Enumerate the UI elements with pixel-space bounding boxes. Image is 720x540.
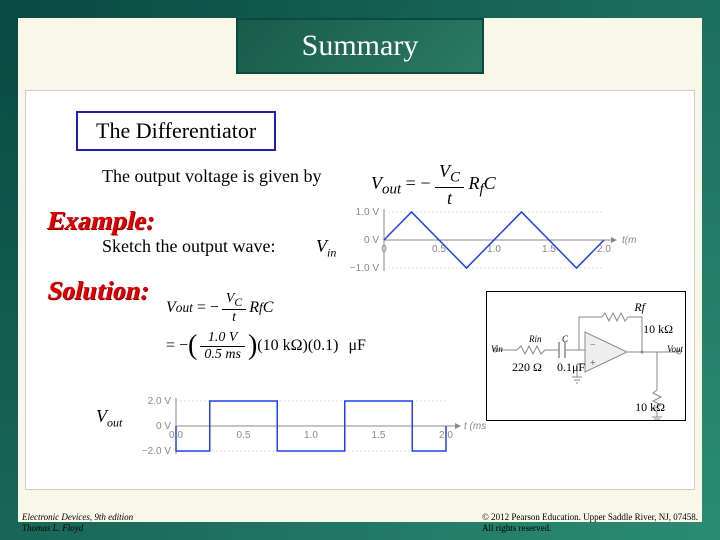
section-title: The Differentiator — [76, 111, 276, 151]
rin-label: Rin — [529, 334, 542, 344]
footer-right: © 2012 Pearson Education. Upper Saddle R… — [482, 512, 698, 534]
rload-value: 10 kΩ — [635, 400, 665, 415]
example-label: Example: — [45, 206, 158, 236]
circuit-diagram: − + Rf 10 kΩ Rin 220 Ω C 0.1μF Vin Vout 1… — [486, 291, 686, 421]
svg-text:+: + — [590, 358, 596, 369]
vout-terminal: Vout — [667, 344, 683, 354]
svg-text:1.5: 1.5 — [372, 430, 386, 441]
svg-text:0: 0 — [381, 244, 387, 255]
vin-terminal: Vin — [491, 344, 503, 354]
vin-label: Vin — [316, 236, 336, 261]
svg-text:0.5: 0.5 — [237, 430, 251, 441]
vout-chart: 2.0 V0 V−2.0 V0.00.51.01.52.0t (ms) — [136, 391, 486, 461]
content-area: The Differentiator The output voltage is… — [25, 90, 695, 490]
svg-text:2.0 V: 2.0 V — [148, 396, 172, 407]
svg-text:1.0: 1.0 — [304, 430, 318, 441]
c-label: C — [562, 334, 568, 344]
svg-text:0 V: 0 V — [364, 235, 379, 246]
formula-solution: Vout = − VC t RfC = − ( 1.0 V 0.5 ms ) (… — [166, 291, 366, 367]
svg-text:1.0 V: 1.0 V — [356, 207, 380, 218]
solution-label: Solution: — [45, 276, 153, 306]
output-voltage-text: The output voltage is given by — [102, 166, 321, 187]
c-value: 0.1μF — [557, 360, 585, 375]
sketch-text: Sketch the output wave: — [102, 236, 275, 257]
svg-text:t(ms): t(ms) — [622, 235, 636, 246]
rin-value: 220 Ω — [512, 360, 542, 375]
svg-text:t (ms): t (ms) — [464, 421, 486, 432]
svg-text:−1.0 V: −1.0 V — [350, 263, 380, 274]
vout-label: Vout — [96, 406, 122, 431]
footer-left: Electronic Devices, 9th edition Thomas L… — [22, 512, 133, 534]
slide-title: Summary — [236, 18, 484, 74]
vin-chart: 1.0 V0 V−1.0 V00.51.01.52.0t(ms) — [346, 201, 636, 279]
rf-value: 10 kΩ — [643, 322, 673, 337]
rf-label: Rf — [634, 300, 645, 315]
svg-text:−: − — [590, 340, 596, 351]
svg-text:−2.0 V: −2.0 V — [142, 446, 172, 457]
